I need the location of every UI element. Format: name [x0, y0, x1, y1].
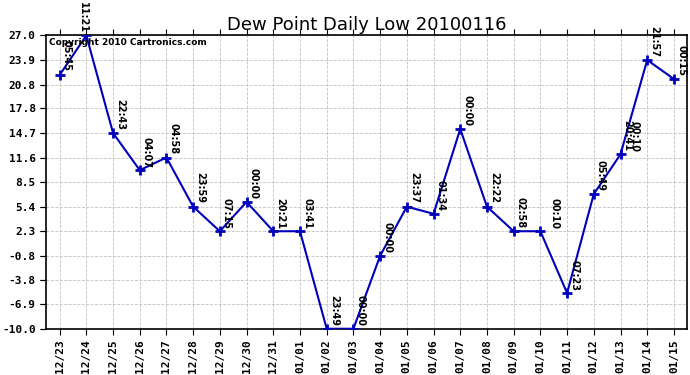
Text: 03:41: 03:41: [302, 198, 312, 229]
Text: 04:58: 04:58: [168, 123, 179, 154]
Text: 20:21: 20:21: [275, 198, 286, 229]
Text: 04:07: 04:07: [142, 137, 152, 168]
Text: 05:45: 05:45: [61, 40, 72, 71]
Text: 23:59: 23:59: [195, 172, 206, 204]
Text: 23:37: 23:37: [409, 172, 419, 204]
Text: 05:49: 05:49: [596, 160, 606, 191]
Text: 00:10: 00:10: [550, 198, 560, 229]
Text: 23:49: 23:49: [329, 296, 339, 326]
Text: 00:00: 00:00: [355, 296, 366, 326]
Text: Copyright 2010 Cartronics.com: Copyright 2010 Cartronics.com: [50, 38, 207, 47]
Text: 11:21: 11:21: [78, 2, 88, 33]
Text: 07:15: 07:15: [222, 198, 232, 229]
Title: Dew Point Daily Low 20100116: Dew Point Daily Low 20100116: [227, 16, 506, 34]
Text: 00:00: 00:00: [462, 95, 473, 126]
Text: 02:58: 02:58: [516, 197, 526, 228]
Text: 01:34: 01:34: [435, 180, 446, 211]
Text: 00:00: 00:00: [248, 168, 259, 199]
Text: 22:22: 22:22: [489, 172, 499, 204]
Text: 22:43: 22:43: [115, 99, 125, 130]
Text: 21:57: 21:57: [649, 26, 660, 57]
Text: 00:10: 00:10: [630, 121, 640, 152]
Text: 07:23: 07:23: [569, 260, 579, 291]
Text: 00:15: 00:15: [676, 45, 686, 76]
Text: 20:41: 20:41: [622, 120, 633, 151]
Text: 00:00: 00:00: [382, 222, 392, 254]
